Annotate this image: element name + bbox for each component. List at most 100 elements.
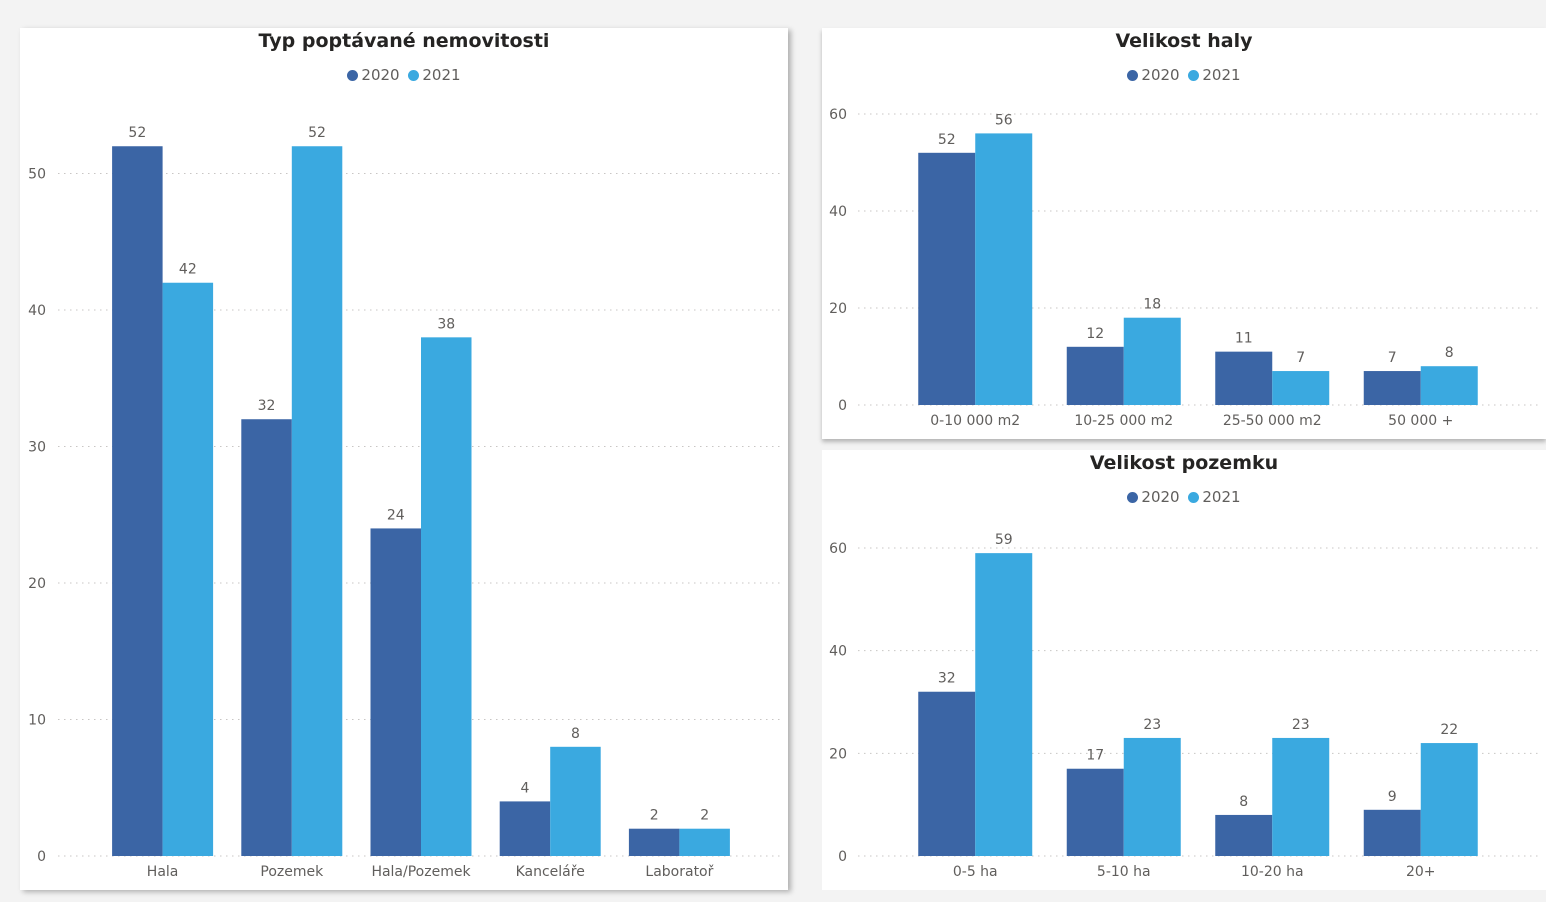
chart-title: Typ poptávané nemovitosti <box>258 30 550 52</box>
legend-label: 2020 <box>361 66 400 84</box>
bar-2020 <box>1363 809 1421 856</box>
chart-panel-pozemku: Velikost pozemku 2020 2021 0 20 40 60 32 59 0-… <box>822 450 1546 890</box>
y-tick-label: 0 <box>37 849 46 865</box>
legend-label: 2021 <box>1202 488 1241 506</box>
data-label: 2 <box>650 808 659 824</box>
data-label: 2 <box>700 808 709 824</box>
x-tick-label: Kanceláře <box>516 864 585 880</box>
bar-2021 <box>975 553 1033 856</box>
data-label: 8 <box>1239 794 1248 810</box>
legend-item-2020[interactable]: 2020 <box>1127 66 1180 84</box>
y-tick-label: 0 <box>838 849 847 865</box>
x-tick-label: 0-5 ha <box>953 864 998 880</box>
bar-2020 <box>1363 371 1421 405</box>
bar-2020 <box>918 691 976 856</box>
y-tick-label: 50 <box>28 167 46 183</box>
data-label: 42 <box>179 262 197 278</box>
y-tick-label: 0 <box>838 398 847 414</box>
data-label: 38 <box>437 316 455 332</box>
chart-legend: 2020 2021 <box>822 488 1546 506</box>
bar-2020 <box>1066 346 1124 405</box>
bar-2020 <box>499 801 551 856</box>
bar-2020 <box>241 419 292 856</box>
data-label: 52 <box>128 125 146 141</box>
chart-panel-haly: Velikost haly 2020 2021 0 20 40 60 52 56 0-10 … <box>822 28 1546 439</box>
legend-marker-icon <box>347 70 359 81</box>
bar-2020 <box>112 146 163 856</box>
bar-chart-pozemku: 0 20 40 60 32 59 0-5 ha 17 23 5-10 ha 8 23 10-20 ha 9… <box>829 532 1542 880</box>
y-tick-label: 30 <box>28 440 46 456</box>
bar-2021 <box>291 146 343 856</box>
legend-label: 2021 <box>1202 66 1241 84</box>
chart-legend: 2020 2021 <box>20 66 788 84</box>
data-label: 12 <box>1086 326 1104 342</box>
y-tick-label: 20 <box>829 301 847 317</box>
y-tick-label: 10 <box>28 713 46 729</box>
data-label: 17 <box>1086 748 1104 764</box>
legend-marker-icon <box>1127 492 1139 503</box>
bar-chart-haly: 0 20 40 60 52 56 0-10 000 m2 12 18 10-25 000 m2 11… <box>829 107 1542 429</box>
data-label: 18 <box>1143 297 1161 313</box>
legend-item-2020[interactable]: 2020 <box>1127 488 1180 506</box>
x-tick-label: 50 000 + <box>1388 413 1453 429</box>
bar-chart-typ: 010203040505242Hala3252Pozemek2438Hala/P… <box>28 125 784 880</box>
data-label: 32 <box>938 671 956 687</box>
data-label: 7 <box>1296 350 1305 366</box>
data-label: 8 <box>571 726 580 742</box>
data-label: 23 <box>1292 717 1310 733</box>
x-tick-label: Hala/Pozemek <box>371 864 471 880</box>
y-tick-label: 20 <box>28 576 46 592</box>
chart-panel-typ: Typ poptávané nemovitosti 2020 2021 0 10 2… <box>20 28 788 890</box>
legend-label: 2020 <box>1141 488 1180 506</box>
bar-2020 <box>370 528 421 856</box>
legend-label: 2020 <box>1141 66 1180 84</box>
data-label: 23 <box>1143 717 1161 733</box>
bar-2020 <box>1066 768 1124 856</box>
bar-2021 <box>550 746 601 856</box>
x-tick-label: 25-50 000 m2 <box>1223 413 1322 429</box>
data-label: 11 <box>1235 331 1253 347</box>
bar-2021 <box>421 337 472 856</box>
bar-2021 <box>1123 737 1181 856</box>
x-tick-label: Hala <box>147 864 179 880</box>
bar-2020 <box>918 152 976 405</box>
data-label: 8 <box>1445 345 1454 361</box>
chart-title: Velikost haly <box>1115 30 1253 52</box>
legend-marker-icon <box>1127 70 1139 81</box>
y-tick-label: 20 <box>829 746 847 762</box>
legend-label: 2021 <box>422 66 461 84</box>
data-label: 56 <box>995 112 1013 128</box>
legend-item-2020[interactable]: 2020 <box>347 66 400 84</box>
legend-item-2021[interactable]: 2021 <box>408 66 461 84</box>
data-label: 9 <box>1388 789 1397 805</box>
data-label: 59 <box>995 532 1013 548</box>
chart-title: Velikost pozemku <box>1089 452 1279 474</box>
bar-2021 <box>162 282 214 857</box>
legend-item-2021[interactable]: 2021 <box>1188 488 1241 506</box>
data-label: 7 <box>1388 350 1397 366</box>
x-tick-label: 5-10 ha <box>1097 864 1151 880</box>
y-tick-label: 60 <box>829 541 847 557</box>
x-tick-label: 0-10 000 m2 <box>930 413 1020 429</box>
bar-2021 <box>1272 737 1330 856</box>
x-tick-label: 10-20 ha <box>1241 864 1304 880</box>
y-tick-label: 40 <box>829 644 847 660</box>
data-label: 32 <box>258 398 276 414</box>
legend-item-2021[interactable]: 2021 <box>1188 66 1241 84</box>
bar-2021 <box>1420 366 1478 405</box>
data-label: 4 <box>520 780 529 796</box>
x-tick-label: 10-25 000 m2 <box>1074 413 1173 429</box>
bar-2020 <box>628 828 680 856</box>
x-tick-label: Laboratoř <box>645 864 713 880</box>
y-tick-label: 40 <box>28 303 46 319</box>
bar-2021 <box>1420 743 1478 856</box>
x-tick-label: Pozemek <box>260 864 324 880</box>
data-label: 52 <box>938 132 956 148</box>
bar-2021 <box>975 133 1033 405</box>
chart-legend: 2020 2021 <box>822 66 1546 84</box>
y-tick-label: 40 <box>829 204 847 220</box>
legend-marker-icon <box>1188 70 1200 81</box>
bar-2021 <box>679 828 730 856</box>
legend-marker-icon <box>408 70 420 81</box>
y-tick-label: 60 <box>829 107 847 123</box>
